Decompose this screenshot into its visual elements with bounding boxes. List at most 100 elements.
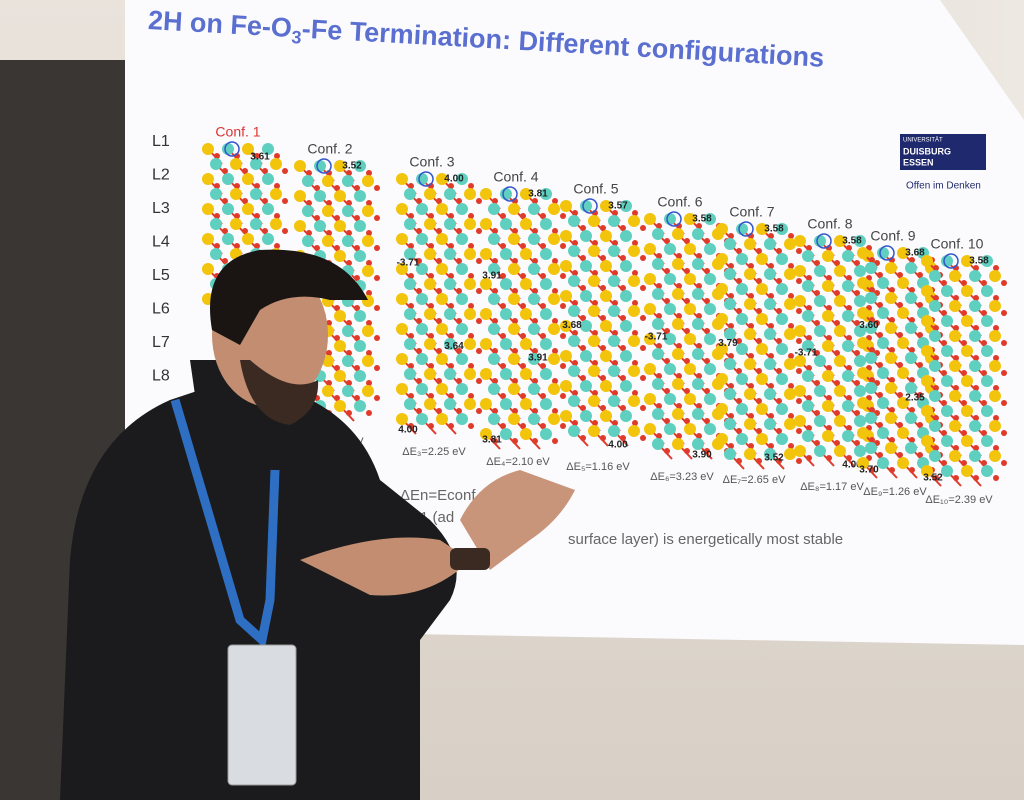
atom (784, 238, 796, 250)
oxygen (684, 298, 690, 304)
oxygen (448, 423, 454, 429)
oxygen (748, 443, 754, 449)
oxygen (612, 270, 618, 276)
oxygen (869, 407, 875, 413)
oxygen (500, 423, 506, 429)
atom (520, 368, 532, 380)
oxygen (476, 228, 482, 234)
oxygen (334, 365, 340, 371)
atom (794, 415, 806, 427)
oxygen (428, 303, 434, 309)
atom (981, 345, 993, 357)
atom (500, 278, 512, 290)
atom (354, 340, 366, 352)
atom (814, 235, 826, 247)
oxygen (600, 405, 606, 411)
oxygen (917, 452, 923, 458)
oxygen (428, 213, 434, 219)
oxygen (736, 428, 742, 434)
oxygen (728, 323, 734, 329)
atom (834, 325, 846, 337)
oxygen (656, 313, 662, 319)
atom (560, 380, 572, 392)
atom (897, 427, 909, 439)
atom (334, 160, 346, 172)
oxygen (806, 305, 812, 311)
atom (444, 248, 456, 260)
atom (334, 190, 346, 202)
oxygen (374, 335, 380, 341)
atom (500, 338, 512, 350)
atom (692, 258, 704, 270)
logo-box (900, 134, 986, 170)
atom (588, 395, 600, 407)
atom (764, 418, 776, 430)
oxygen (500, 243, 506, 249)
oxygen (282, 198, 288, 204)
university-logo: UNIVERSITÄT DUISBURG ESSEN Offen im Denk… (900, 134, 986, 192)
atom (941, 405, 953, 417)
atom (929, 360, 941, 372)
atom (480, 368, 492, 380)
oxygen (941, 430, 947, 436)
atom (540, 248, 552, 260)
oxygen (933, 325, 939, 331)
distance-label: 3.58 (692, 214, 712, 225)
atom (857, 247, 869, 259)
config-label: Conf. 3 (409, 154, 454, 170)
atom (250, 218, 262, 230)
oxygen (1001, 460, 1007, 466)
atom (822, 340, 834, 352)
atom (784, 298, 796, 310)
atom (456, 263, 468, 275)
oxygen (993, 295, 999, 301)
oxygen (560, 273, 566, 279)
oxygen (756, 398, 762, 404)
oxygen (953, 355, 959, 361)
oxygen (552, 288, 558, 294)
atom (560, 260, 572, 272)
atom (684, 243, 696, 255)
oxygen (953, 295, 959, 301)
atom (588, 365, 600, 377)
oxygen (788, 293, 794, 299)
oxygen (254, 213, 260, 219)
atom (905, 442, 917, 454)
atom (580, 260, 592, 272)
atom (520, 428, 532, 440)
atom (620, 230, 632, 242)
atom (342, 235, 354, 247)
oxygen (736, 248, 742, 254)
atom (877, 247, 889, 259)
oxygen (282, 168, 288, 174)
atom (620, 380, 632, 392)
atom (464, 338, 476, 350)
atom (416, 353, 428, 365)
oxygen (520, 273, 526, 279)
oxygen (826, 425, 832, 431)
oxygen (254, 243, 260, 249)
oxygen (242, 168, 248, 174)
atom (969, 330, 981, 342)
atom (588, 335, 600, 347)
atom (334, 370, 346, 382)
oxygen (869, 257, 875, 263)
oxygen (664, 388, 670, 394)
atom (354, 220, 366, 232)
oxygen (756, 338, 762, 344)
oxygen (326, 230, 332, 236)
oxygen (796, 368, 802, 374)
oxygen (222, 168, 228, 174)
oxygen (1001, 400, 1007, 406)
config-label: Conf. 1 (215, 124, 260, 140)
oxygen (981, 340, 987, 346)
distance-label: 3.81 (528, 189, 548, 200)
atom (520, 338, 532, 350)
atom (764, 298, 776, 310)
config-label: Conf. 6 (657, 194, 702, 210)
atom (568, 245, 580, 257)
oxygen (254, 153, 260, 159)
oxygen (796, 428, 802, 434)
oxygen (520, 363, 526, 369)
atom (404, 368, 416, 380)
